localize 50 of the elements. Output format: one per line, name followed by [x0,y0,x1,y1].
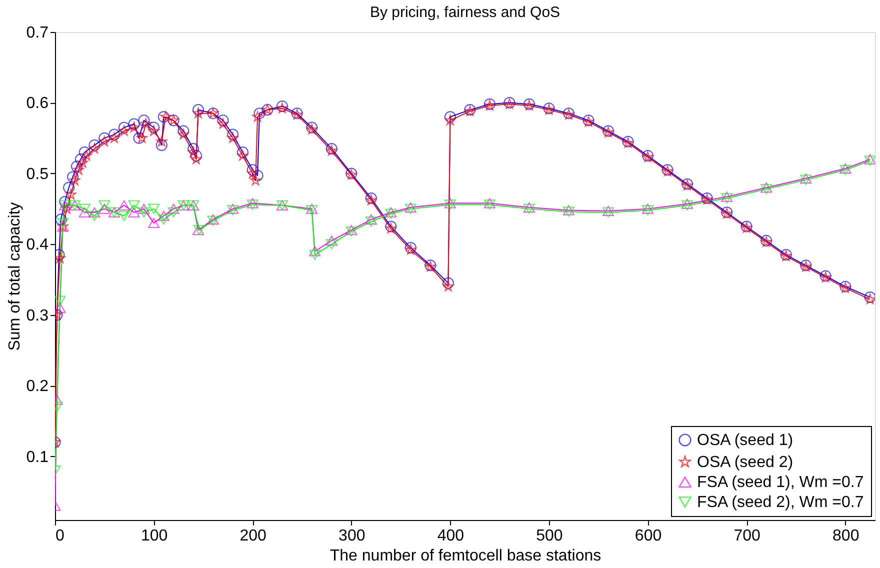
x-axis-title: The number of femtocell base stations [330,548,602,564]
y-tick-label: 0.4 [26,236,49,254]
y-tick-label: 0.1 [26,448,49,466]
x-tick-label: 800 [832,528,860,544]
x-tick-label: 200 [240,528,267,544]
x-tick-label: 300 [338,528,366,544]
point [55,302,66,313]
y-tick-label: 0.5 [26,166,49,183]
point [98,204,110,214]
y-tick-label: 0.2 [26,378,49,396]
y-tick-label: 0.7 [26,24,49,42]
point [326,239,338,250]
legend-label: FSA (seed 1), Wm =0.7 [697,474,864,491]
point [55,296,66,306]
x-tick-label: 600 [634,528,662,544]
point [158,210,170,221]
chart-title: By pricing, fairness and QoS [370,4,560,21]
point [138,207,150,218]
point [128,200,140,210]
point [168,207,180,218]
point [78,207,90,218]
point [98,200,110,210]
x-tick-label: 500 [536,528,563,544]
y-axis-title: Sum of total capacity [6,202,24,351]
point [148,218,160,228]
point [128,207,140,218]
point [57,218,69,228]
point [365,216,377,227]
point [148,204,160,214]
point [88,207,100,218]
point [309,250,321,260]
point [88,210,100,221]
x-tick-label: 700 [734,528,761,544]
point [118,210,130,221]
point [326,236,338,246]
legend-label: FSA (seed 2), Wm =0.7 [697,494,864,511]
point [118,200,130,210]
point [78,204,90,214]
point [158,214,170,224]
y-tick-label: 0.3 [26,307,49,324]
point [365,214,377,224]
x-tick-label: 0 [56,528,64,544]
legend-label: OSA (seed 2) [697,454,794,471]
x-tick-label: 100 [140,528,168,544]
x-tick-label: 400 [437,528,464,544]
point [138,204,150,214]
point [309,246,321,256]
legend-label: OSA (seed 1) [697,432,794,449]
y-tick-label: 0.6 [26,95,49,112]
point [168,204,180,214]
